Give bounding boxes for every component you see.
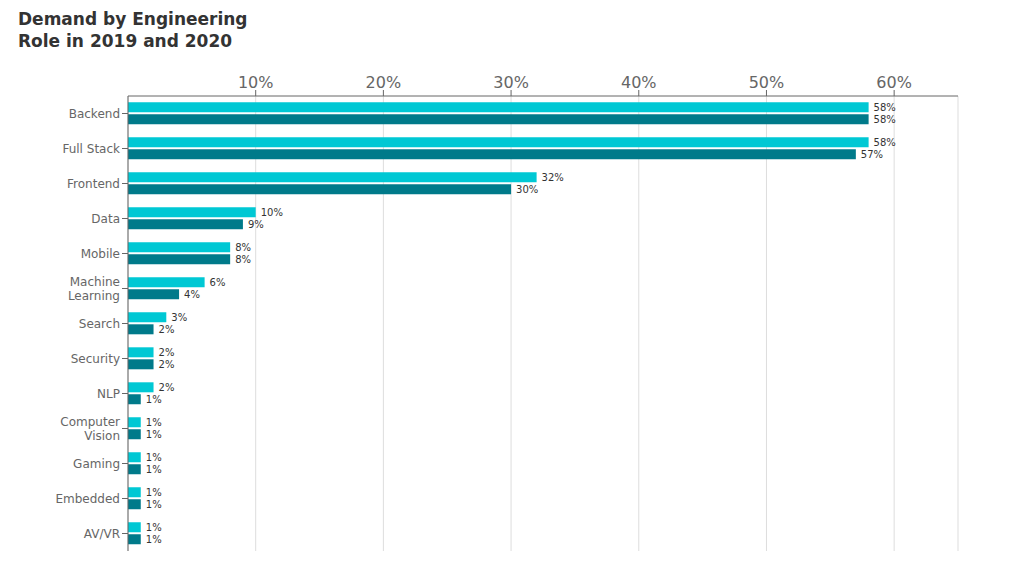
svg-text:6%: 6% <box>210 277 226 288</box>
svg-text:2%: 2% <box>159 324 175 335</box>
svg-text:1%: 1% <box>146 487 162 498</box>
svg-text:Backend: Backend <box>69 107 120 121</box>
svg-text:58%: 58% <box>874 102 896 113</box>
svg-text:Mobile: Mobile <box>81 247 120 261</box>
svg-text:1%: 1% <box>146 417 162 428</box>
svg-text:60%: 60% <box>876 73 912 92</box>
svg-text:10%: 10% <box>261 207 283 218</box>
svg-text:1%: 1% <box>146 499 162 510</box>
html-text:Role in 2019 and 2020: Role in 2019 and 2020 <box>18 31 233 51</box>
svg-text:Embedded: Embedded <box>55 492 120 506</box>
svg-text:Search: Search <box>79 317 120 331</box>
svg-text:20%: 20% <box>366 73 402 92</box>
svg-text:1%: 1% <box>146 452 162 463</box>
svg-text:10%: 10% <box>238 73 274 92</box>
svg-text:4%: 4% <box>184 289 200 300</box>
svg-text:32%: 32% <box>542 172 564 183</box>
svg-text:9%: 9% <box>248 219 264 230</box>
svg-text:Full Stack: Full Stack <box>62 142 120 156</box>
svg-text:Data: Data <box>91 212 120 226</box>
html-text:Demand by Engineering: Demand by Engineering <box>18 9 248 29</box>
svg-text:58%: 58% <box>874 114 896 125</box>
svg-text:3%: 3% <box>171 312 187 323</box>
svg-text:Gaming: Gaming <box>73 457 120 471</box>
svg-text:1%: 1% <box>146 429 162 440</box>
svg-text:Security: Security <box>71 352 120 366</box>
svg-text:2%: 2% <box>159 382 175 393</box>
svg-text:58%: 58% <box>874 137 896 148</box>
svg-text:MachineLearning: MachineLearning <box>68 275 120 303</box>
svg-text:57%: 57% <box>861 149 883 160</box>
svg-text:30%: 30% <box>516 184 538 195</box>
svg-text:2%: 2% <box>159 359 175 370</box>
svg-text:1%: 1% <box>146 522 162 533</box>
svg-text:1%: 1% <box>146 394 162 405</box>
svg-text:NLP: NLP <box>97 387 120 401</box>
svg-text:1%: 1% <box>146 534 162 545</box>
svg-text:30%: 30% <box>493 73 529 92</box>
svg-text:2%: 2% <box>159 347 175 358</box>
svg-text:50%: 50% <box>749 73 785 92</box>
svg-text:40%: 40% <box>621 73 657 92</box>
svg-text:8%: 8% <box>235 254 251 265</box>
svg-text:AV/VR: AV/VR <box>84 527 120 541</box>
svg-text:1%: 1% <box>146 464 162 475</box>
svg-text:8%: 8% <box>235 242 251 253</box>
svg-text:ComputerVision: ComputerVision <box>60 415 120 443</box>
svg-text:Frontend: Frontend <box>67 177 120 191</box>
